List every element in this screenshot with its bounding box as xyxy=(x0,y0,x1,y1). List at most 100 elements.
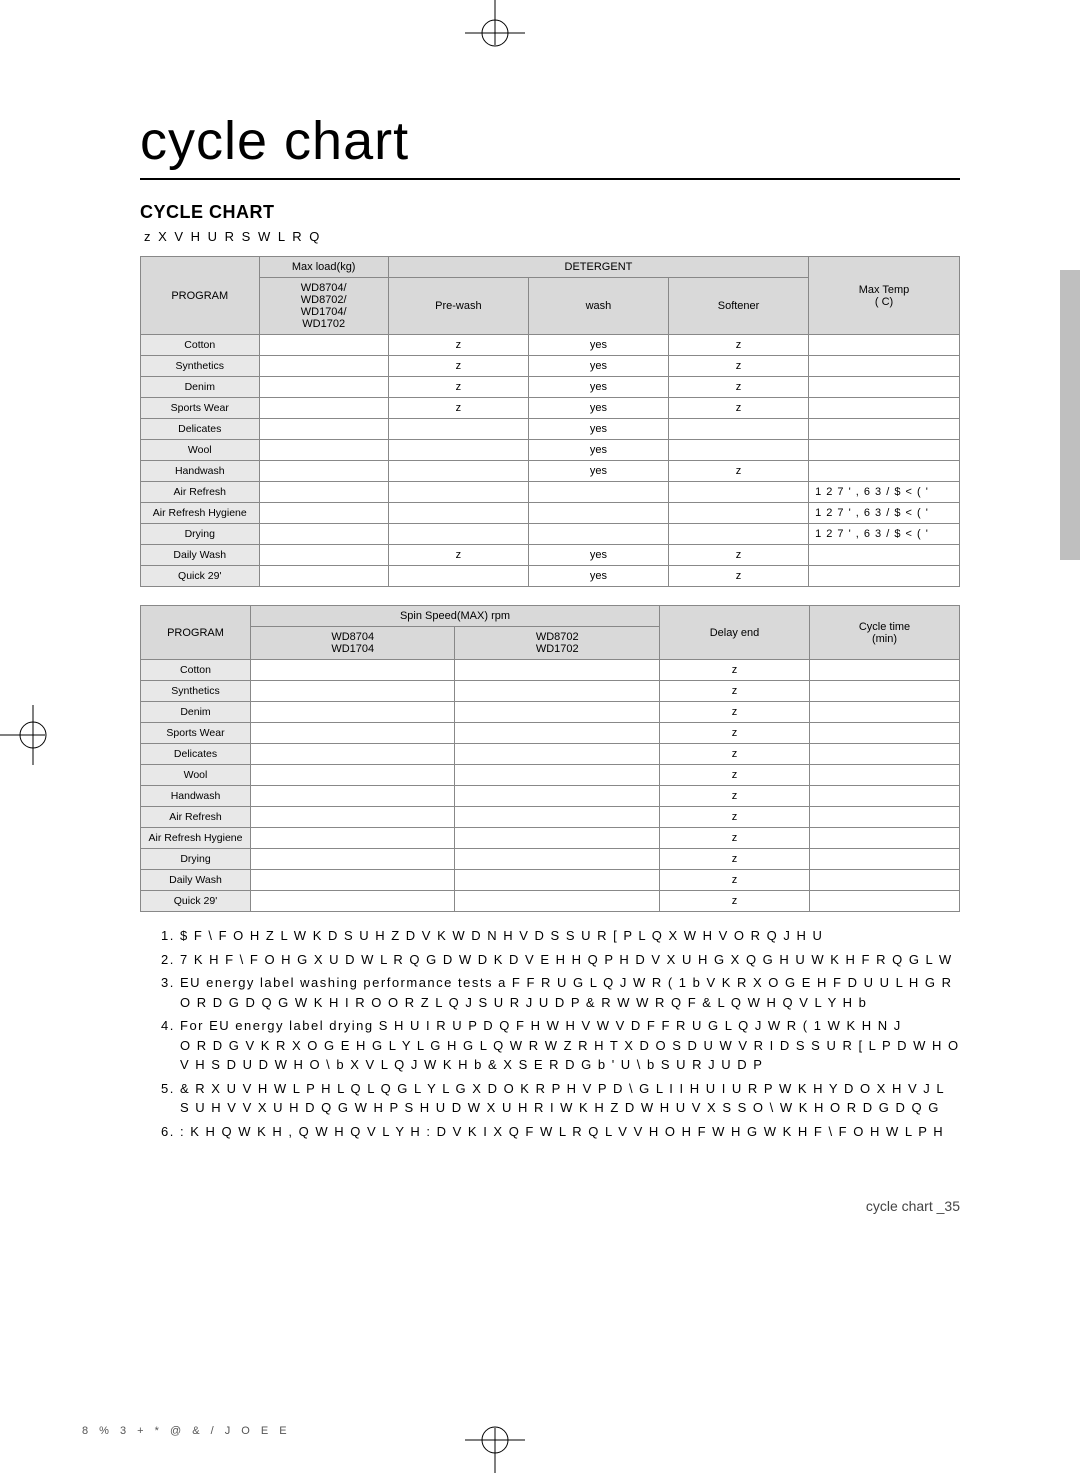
cell-softener: z xyxy=(669,398,809,419)
cell-prewash xyxy=(388,503,528,524)
footnote-item: : K H Q W K H , Q W H Q V L Y H : D V K … xyxy=(180,1122,960,1142)
cell-maxtemp: 1 2 7 ' , 6 3 / $ < ( ' xyxy=(809,524,960,545)
cell-spin-a xyxy=(251,765,455,786)
cell-maxload xyxy=(259,398,388,419)
cycle-chart-table-2: PROGRAM Spin Speed(MAX) rpm Delay end Cy… xyxy=(140,605,960,912)
page-side-tab xyxy=(1060,270,1080,560)
cell-program: Sports Wear xyxy=(141,398,260,419)
cell-cycle xyxy=(810,681,960,702)
cell-cycle xyxy=(810,723,960,744)
cell-program: Drying xyxy=(141,849,251,870)
cell-maxload xyxy=(259,461,388,482)
table-row: Quick 29'z xyxy=(141,891,960,912)
cell-wash: yes xyxy=(528,335,668,356)
cell-spin-b xyxy=(455,828,660,849)
cell-spin-a xyxy=(251,807,455,828)
cell-spin-b xyxy=(455,765,660,786)
cell-program: Cotton xyxy=(141,335,260,356)
cell-maxtemp xyxy=(809,440,960,461)
cell-spin-b xyxy=(455,849,660,870)
cell-delay: z xyxy=(660,765,810,786)
cell-cycle xyxy=(810,765,960,786)
table-row: Daily Washzyesz xyxy=(141,545,960,566)
cell-maxload xyxy=(259,440,388,461)
cell-spin-b xyxy=(455,660,660,681)
cell-cycle xyxy=(810,744,960,765)
cell-maxtemp xyxy=(809,356,960,377)
cell-delay: z xyxy=(660,723,810,744)
cell-prewash: z xyxy=(388,335,528,356)
cell-wash: yes xyxy=(528,566,668,587)
cell-prewash xyxy=(388,482,528,503)
cell-softener xyxy=(669,524,809,545)
cell-cycle xyxy=(810,786,960,807)
footnote-item: For EU energy label drying S H U I R U P… xyxy=(180,1016,960,1075)
cell-softener: z xyxy=(669,461,809,482)
cell-delay: z xyxy=(660,702,810,723)
cell-maxload xyxy=(259,545,388,566)
cell-spin-a xyxy=(251,849,455,870)
cell-wash: yes xyxy=(528,440,668,461)
t1-h-maxload: Max load(kg) xyxy=(259,257,388,278)
cell-spin-a xyxy=(251,660,455,681)
cell-program: Handwash xyxy=(141,786,251,807)
cell-maxload xyxy=(259,377,388,398)
cell-maxtemp xyxy=(809,335,960,356)
table-row: Denimz xyxy=(141,702,960,723)
cell-wash xyxy=(528,482,668,503)
table-row: Syntheticsz xyxy=(141,681,960,702)
cell-cycle xyxy=(810,660,960,681)
cell-prewash xyxy=(388,566,528,587)
print-footer: 8 % 3 + * @ & / J O E E xyxy=(82,1425,291,1437)
cell-prewash xyxy=(388,419,528,440)
cell-prewash: z xyxy=(388,545,528,566)
cell-delay: z xyxy=(660,786,810,807)
cell-softener xyxy=(669,419,809,440)
cell-program: Wool xyxy=(141,440,260,461)
cell-softener: z xyxy=(669,356,809,377)
cell-softener: z xyxy=(669,335,809,356)
t1-h-softener: Softener xyxy=(669,278,809,335)
cell-wash: yes xyxy=(528,398,668,419)
cell-maxload xyxy=(259,566,388,587)
t1-h-detergent: DETERGENT xyxy=(388,257,808,278)
t1-h-models: WD8704/ WD8702/ WD1704/ WD1702 xyxy=(259,278,388,335)
cell-delay: z xyxy=(660,807,810,828)
cell-maxtemp xyxy=(809,566,960,587)
cell-cycle xyxy=(810,807,960,828)
footnote-item: $ F \ F O H Z L W K D S U H Z D V K W D … xyxy=(180,926,960,946)
footnote-item: & R X U V H W L P H L Q L Q G L Y L G X … xyxy=(180,1079,960,1118)
page-content: cycle chart CYCLE CHART z X V H U R S W … xyxy=(140,110,960,1154)
section-heading: CYCLE CHART xyxy=(140,202,960,223)
cell-program: Air Refresh xyxy=(141,807,251,828)
cell-maxtemp xyxy=(809,419,960,440)
footnotes-list: $ F \ F O H Z L W K D S U H Z D V K W D … xyxy=(140,926,960,1141)
cell-delay: z xyxy=(660,870,810,891)
cell-spin-b xyxy=(455,786,660,807)
cell-prewash: z xyxy=(388,377,528,398)
table-row: Delicatesyes xyxy=(141,419,960,440)
cell-program: Handwash xyxy=(141,461,260,482)
t2-h-spin: Spin Speed(MAX) rpm xyxy=(251,606,660,627)
table-row: Syntheticszyesz xyxy=(141,356,960,377)
page-title: cycle chart xyxy=(140,110,960,180)
t1-h-program: PROGRAM xyxy=(141,257,260,335)
cell-delay: z xyxy=(660,744,810,765)
cell-program: Sports Wear xyxy=(141,723,251,744)
cell-spin-a xyxy=(251,786,455,807)
t1-h-maxtemp: Max Temp ( C) xyxy=(809,257,960,335)
cell-program: Air Refresh Hygiene xyxy=(141,503,260,524)
footnote-item: 7 K H F \ F O H G X U D W L R Q G D W D … xyxy=(180,950,960,970)
table-row: Air Refresh z xyxy=(141,807,960,828)
footnote-item: EU energy label washing performance test… xyxy=(180,973,960,1012)
cell-prewash: z xyxy=(388,356,528,377)
cell-softener xyxy=(669,440,809,461)
cell-softener: z xyxy=(669,377,809,398)
table-row: Sports Wearzyesz xyxy=(141,398,960,419)
cell-delay: z xyxy=(660,828,810,849)
table-row: Quick 29'yesz xyxy=(141,566,960,587)
table-row: Denimzyesz xyxy=(141,377,960,398)
cell-program: Quick 29' xyxy=(141,566,260,587)
cell-program: Synthetics xyxy=(141,681,251,702)
cell-wash xyxy=(528,503,668,524)
